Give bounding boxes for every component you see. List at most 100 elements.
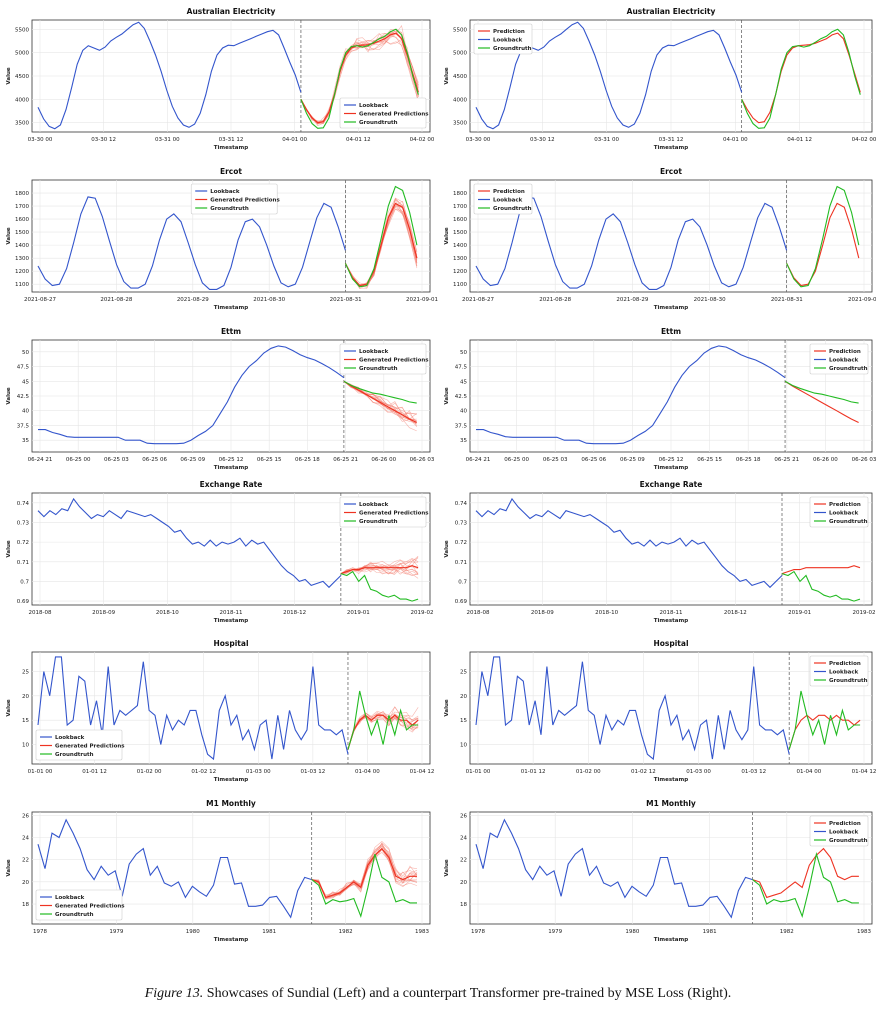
x-tick-label: 2019-02 [853,610,876,616]
chart-title: M1 Monthly [206,799,256,808]
generated-mean-line [340,565,419,575]
lookback-line [37,21,302,130]
x-tick-label: 01-03 00 [686,769,711,775]
groundtruth-line [340,570,419,602]
legend-label: Lookback [493,38,523,44]
groundtruth-line [784,380,859,404]
x-tick-label: 2019-01 [347,610,370,616]
legend: Prediction Lookback Groundtruth [809,496,869,528]
y-tick-label: 1400 [15,243,29,249]
legend-label: Lookback [359,103,389,109]
prediction-line [741,32,861,124]
y-axis-label: Value [444,699,450,716]
legend: Prediction Lookback Groundtruth [473,23,533,55]
groundtruth-line [752,851,859,918]
figure-caption: Figure 13. Showcases of Sundial (Left) a… [0,986,876,1002]
chart-m1-mse: 18 20 22 24 26 1978 1979 1980 1981 1982 1983 M1 Mon… [444,799,873,943]
x-axis-label: Timestamp [654,145,688,151]
chart-ercot-sundial: 1100 1200 1300 1400 1500 1600 1700 1800 2021-08-… [6,167,438,311]
generated-mean-line [347,714,419,750]
y-tick-label: 0.74 [455,501,468,507]
y-tick-label: 1500 [453,230,467,236]
y-tick-label: 5500 [15,27,29,33]
x-tick-label: 01-02 12 [191,769,216,775]
x-tick-label: 1980 [625,929,639,935]
x-tick-label: 04-02 00 [852,137,876,143]
y-tick-label: 47.5 [17,365,30,371]
caption-label: Figure 13. [144,986,204,1001]
x-tick-label: 2018-08 [467,610,490,616]
legend-label: Generated Predictions [359,511,429,517]
legend: Prediction Lookback Groundtruth [809,343,869,375]
x-tick-label: 2018-11 [660,610,683,616]
y-axis-label: Value [6,387,12,404]
x-tick-label: 01-01 00 [28,769,53,775]
prediction-line [786,202,860,287]
x-tick-label: 2021-09-01 [848,297,876,303]
legend-box [35,729,123,761]
legend: Lookback Generated Predictions Groundtruth [339,97,429,129]
legend-label: Groundtruth [829,678,868,684]
lookback-line [475,656,790,761]
x-tick-label: 06-25 12 [219,457,244,463]
y-tick-label: 1700 [15,204,29,210]
prediction-line [752,847,859,899]
y-tick-label: 24 [460,836,467,842]
caption-text: Showcases of Sundial (Left) and a counte… [206,986,732,1001]
x-axis-label: Timestamp [214,305,248,311]
y-tick-label: 0.69 [455,599,468,605]
x-tick-label: 01-04 00 [355,769,380,775]
legend-label: Generated Predictions [55,904,125,910]
x-tick-label: 2021-08-31 [771,297,803,303]
y-tick-label: 40 [460,409,467,415]
x-tick-label: 2018-10 [156,610,179,616]
generated-mean-line [300,32,419,124]
x-tick-label: 01-01 00 [466,769,491,775]
legend: Lookback Generated Predictions Groundtruth [35,729,125,761]
y-tick-label: 26 [22,813,29,819]
x-tick-label: 1983 [415,929,429,935]
x-tick-label: 01-01 12 [82,769,107,775]
legend-box [339,496,427,528]
generated-sample-line [347,711,419,750]
legend-label: Lookback [55,735,85,741]
generated-sample-line [300,32,419,125]
chart-title: Australian Electricity [187,7,276,16]
x-tick-label: 01-04 12 [852,769,876,775]
y-tick-label: 3500 [453,121,467,127]
x-tick-label: 1978 [33,929,47,935]
y-tick-label: 0.71 [455,560,467,566]
y-tick-label: 5000 [15,51,29,57]
x-tick-label: 06-25 09 [620,457,645,463]
groundtruth-line [786,185,860,288]
y-tick-label: 20 [460,880,467,886]
legend: Prediction Lookback Groundtruth [809,655,869,687]
chart-ettm-mse: 35 37.5 40 42.5 45 47.5 50 06-24 21 06-25 00 06-2… [444,327,876,471]
x-tick-label: 2021-08-28 [100,297,132,303]
chart-er-mse: 0.69 0.7 0.71 0.72 0.73 0.74 2018-08 2018-09 201… [444,480,875,624]
x-axis-label: Timestamp [654,618,688,624]
legend-label: Lookback [359,349,389,355]
legend-label: Groundtruth [829,838,868,844]
x-tick-label: 06-25 15 [697,457,722,463]
y-tick-label: 0.74 [17,501,30,507]
x-tick-label: 03-30 12 [91,137,116,143]
x-tick-label: 06-25 18 [736,457,761,463]
groundtruth-line [781,570,861,602]
y-tick-label: 0.7 [20,579,29,585]
lookback-line [475,818,753,919]
legend: Lookback Generated Predictions Groundtruth [35,889,125,921]
y-tick-label: 1100 [15,282,29,288]
x-tick-label: 01-03 12 [741,769,766,775]
y-tick-label: 15 [460,718,467,724]
lookback-line [476,345,786,445]
y-tick-label: 1600 [453,217,467,223]
y-tick-label: 5500 [453,27,467,33]
y-tick-label: 45 [22,379,29,385]
legend-label: Lookback [493,198,523,204]
y-tick-label: 22 [22,858,29,864]
x-tick-label: 1981 [703,929,717,935]
legend-label: Generated Predictions [359,112,429,118]
y-tick-label: 0.71 [17,560,29,566]
plot-frame [469,179,873,293]
